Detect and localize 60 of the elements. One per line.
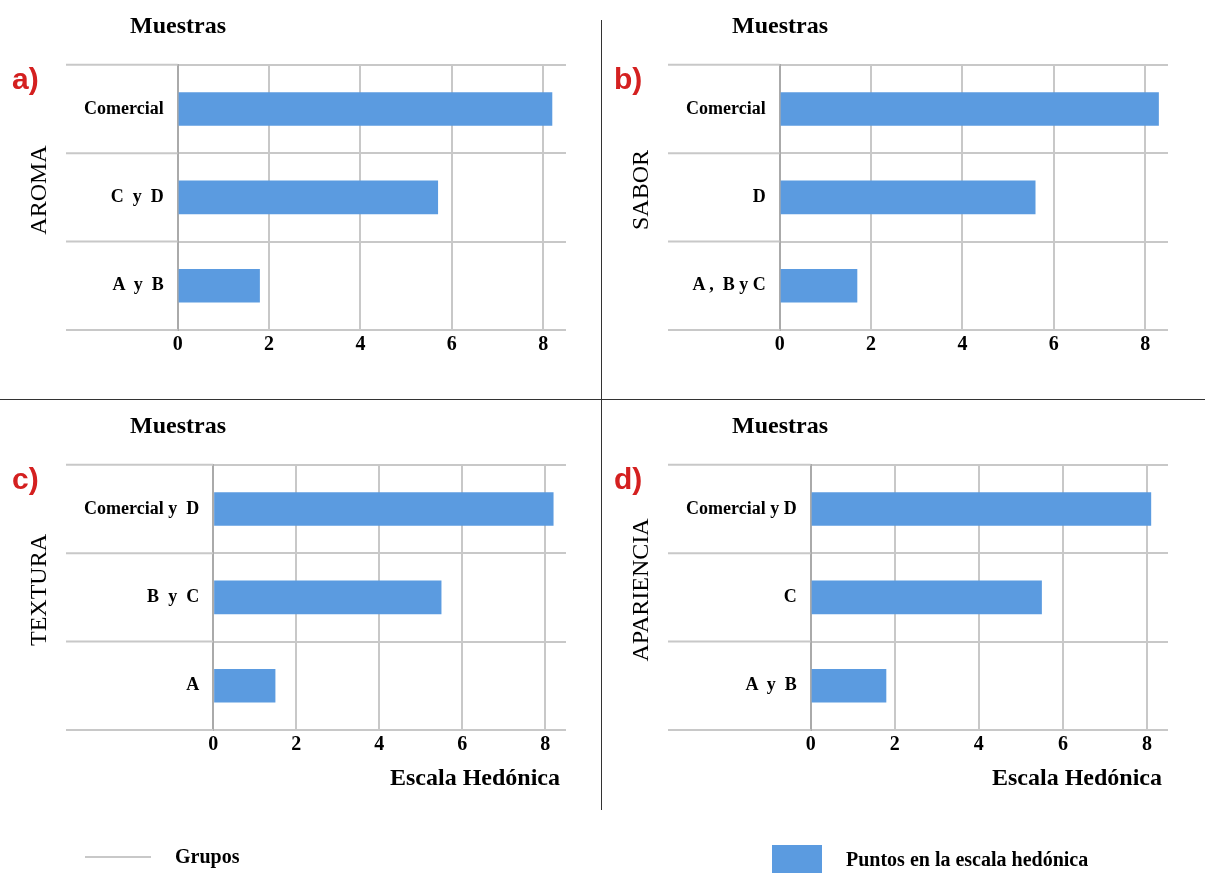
y-tick-label: A , B y C [692, 274, 766, 295]
y-tick-label: A [186, 674, 200, 695]
x-tick-label: 6 [1057, 732, 1068, 755]
bar [214, 669, 276, 703]
x-tick-label: 4 [957, 332, 968, 355]
bar [811, 580, 1042, 615]
x-tick-label: 6 [1048, 332, 1059, 355]
x-tick-label: 0 [805, 732, 816, 755]
x-tick-label: 8 [1140, 332, 1151, 355]
x-tick-label: 2 [866, 332, 877, 355]
x-axis-title: Escala Hedónica [991, 764, 1162, 791]
x-tick-label: 0 [172, 332, 183, 355]
text: TEXTURA [24, 534, 52, 646]
y-tick-label: C [783, 586, 797, 607]
chart-title: b) [614, 62, 643, 96]
x-tick-label: 0 [774, 332, 785, 355]
text: Grupos [175, 845, 240, 868]
x-tick-label: 0 [208, 732, 219, 755]
x-tick-label: 2 [889, 732, 900, 755]
chart-title: d) [614, 462, 643, 496]
bar [780, 180, 1036, 215]
bar [780, 92, 1159, 126]
bar [178, 92, 553, 126]
bar [811, 669, 887, 703]
y-axis-title: Muestras [732, 12, 828, 39]
x-tick-label: 4 [973, 732, 984, 755]
x-tick-label: 8 [538, 332, 549, 355]
legend-label: Puntos en la escala hedónica [846, 847, 1089, 871]
y-tick-label: Comercial y D [686, 497, 797, 518]
chart-title: c) [12, 462, 39, 496]
bar [214, 580, 442, 615]
text: APARIENCIA [626, 518, 654, 662]
bar [811, 492, 1152, 526]
bar [178, 180, 439, 215]
y-axis-title: Muestras [130, 12, 226, 39]
text: SABOR [626, 149, 654, 231]
bar [214, 492, 554, 526]
y-axis-title: Muestras [732, 412, 828, 439]
x-tick-label: 2 [291, 732, 302, 755]
y-tick-label: D [752, 186, 766, 207]
x-tick-label: 6 [457, 732, 468, 755]
x-tick-label: 4 [355, 332, 366, 355]
x-tick-label: 6 [446, 332, 457, 355]
x-tick-label: 8 [540, 732, 551, 755]
text: AROMA [24, 145, 52, 235]
y-tick-label: Comercial [686, 97, 766, 118]
y-tick-label: Comercial y D [84, 497, 200, 518]
y-tick-label: A y B [112, 274, 164, 295]
x-axis-title: Escala Hedónica [389, 764, 560, 791]
chart-title: a) [12, 62, 39, 96]
x-tick-label: 8 [1141, 732, 1152, 755]
y-tick-label: A y B [745, 674, 797, 695]
y-tick-label: Comercial [84, 97, 164, 118]
y-axis-title: Muestras [130, 412, 226, 439]
y-tick-label: C y D [110, 186, 164, 207]
bar [780, 269, 858, 303]
bar [178, 269, 260, 303]
y-tick-label: B y C [147, 586, 200, 607]
x-tick-label: 4 [374, 732, 385, 755]
x-tick-label: 2 [264, 332, 275, 355]
